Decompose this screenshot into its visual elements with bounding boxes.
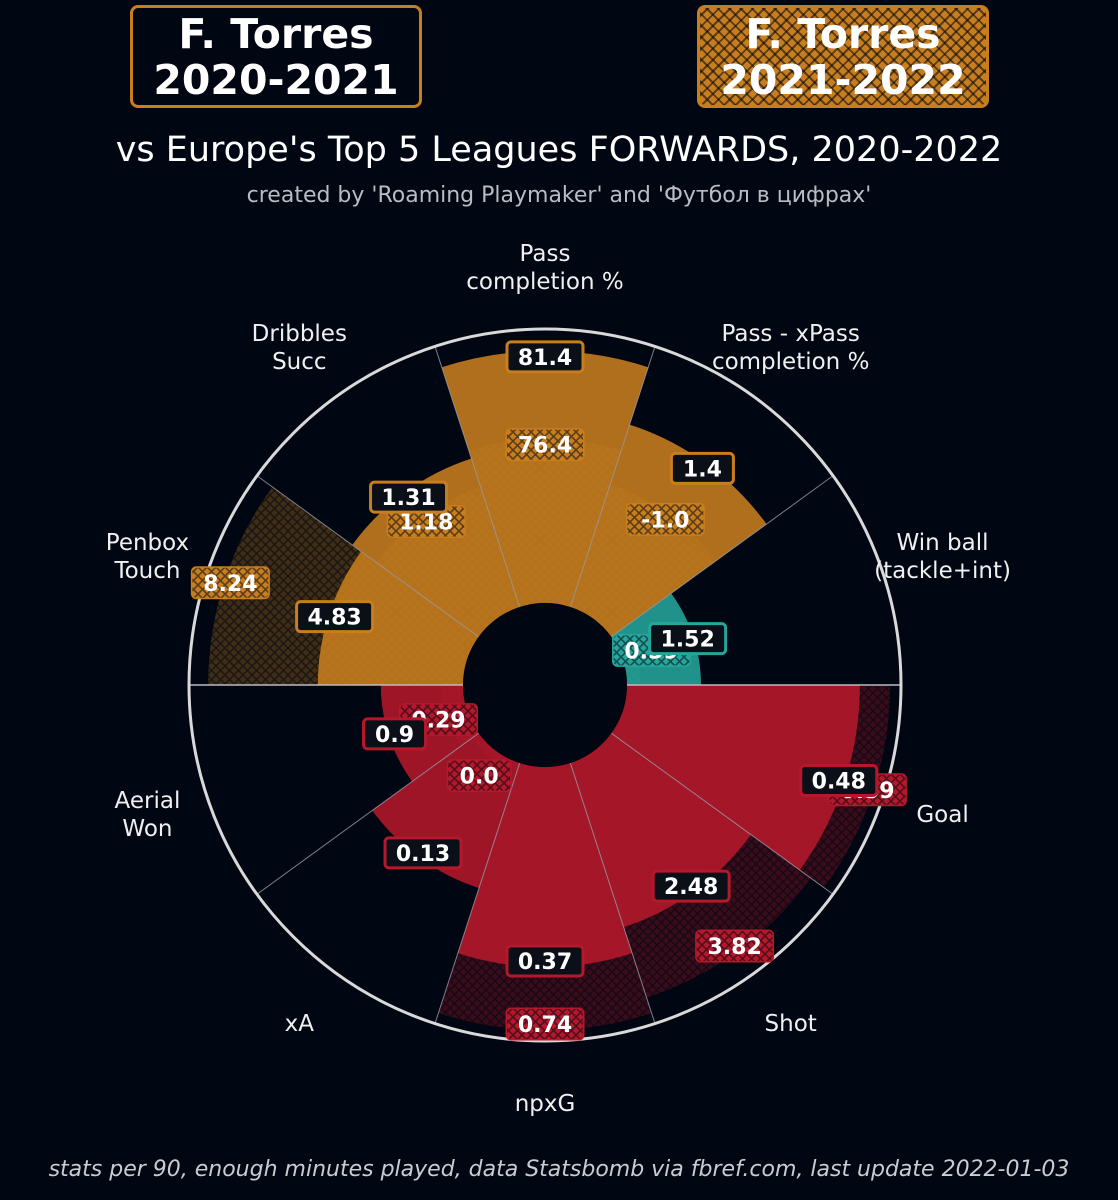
slice-2020-2021-npxg [457,762,633,968]
value-2021-2022-xa: 0.0 [446,759,512,793]
season-box-2020-2021: F. Torres 2020-2021 [130,5,422,108]
value-text: 1.18 [399,511,453,536]
value-box-pattern [696,930,773,961]
separator-line [256,732,479,895]
value-text: 76.4 [518,434,572,459]
value-2020-2021-dribbles-succ: 1.31 [369,480,449,514]
value-box [669,451,735,485]
value-box [651,869,731,903]
chart-footer: stats per 90, enough minutes played, dat… [48,1157,1070,1182]
category-labels: Pass completion % Pass - xPass completion %… [106,241,1011,1117]
value-text: 1.4 [683,457,722,482]
category-label-pass-completion: Pass completion % [466,241,624,295]
slice-2020-2021-pass-completion [441,350,649,608]
value-text: 81.4 [518,346,572,371]
value-text: 1.31 [381,486,435,511]
box-left-name: F. Torres [178,9,374,58]
value-2021-2022-dribbles-succ: 1.18 [386,505,466,539]
value-box [369,480,449,514]
value-2020-2021-pass-xpass-completion: 1.4 [669,451,735,485]
value-2021-2022-shot: 3.82 [695,929,775,963]
value-text: 0.13 [396,842,450,867]
value-labels: 76.481.4-1.01.40.591.520.590.483.822.480… [190,340,907,1041]
box-right-season: 2021-2022 [720,55,966,104]
value-2020-2021-penbox-touch: 4.83 [295,600,375,634]
separator-line [569,346,656,608]
slice-2020-2021-goal [611,685,860,871]
box-left-season: 2020-2021 [153,55,399,104]
value-text: 1.52 [660,628,714,653]
value-2021-2022-penbox-touch: 8.24 [190,566,270,600]
separator-line [434,346,521,608]
category-label-aerial-won: Aerial Won [115,788,181,842]
value-box [505,944,585,978]
center-hole [463,603,627,767]
value-box-pattern [507,429,583,460]
value-box-pattern [448,760,511,791]
chart-credit: created by 'Roaming Playmaker' and 'Футб… [246,183,872,208]
separator-line [569,762,656,1024]
value-text: 0.37 [518,950,572,975]
separator-line [611,475,834,638]
value-2021-2022-pass-xpass-completion: -1.0 [625,502,705,536]
value-text: 2.48 [664,875,718,900]
value-2021-2022-npxg: 0.74 [505,1007,585,1041]
value-text: 4.83 [307,606,361,631]
value-box-pattern [627,504,704,535]
slice-2020-2021-penbox-touch [317,551,479,685]
value-2020-2021-shot: 2.48 [651,869,731,903]
value-box [648,622,728,656]
category-label-xa: xA [285,1011,315,1037]
separator-line [434,762,521,1024]
separator-line [256,475,479,638]
value-2020-2021-npxg: 0.37 [505,944,585,978]
value-text: 0.9 [375,723,414,748]
value-2020-2021-win-ball-tackle-int: 1.52 [648,622,728,656]
pizza-rings [187,327,903,1043]
category-label-win-ball-tackle-int: Win ball (tackle+int) [874,530,1011,584]
category-label-pass-xpass-completion: Pass - xPass completion % [712,321,870,375]
value-text: 0.74 [518,1013,572,1038]
category-label-penbox-touch: Penbox Touch [106,530,189,584]
value-2021-2022-pass-completion: 76.4 [505,428,585,462]
value-text: 3.82 [707,935,761,960]
chart-subtitle: vs Europe's Top 5 Leagues FORWARDS, 2020… [115,130,1003,170]
box-right-name: F. Torres [745,9,941,58]
separator-line [611,732,834,895]
category-label-dribbles-succ: Dribbles Succ [252,321,347,375]
value-text: 8.24 [203,572,257,597]
value-text: -1.0 [641,508,689,533]
value-box [383,836,463,870]
value-box-pattern [388,506,465,537]
value-box [295,600,375,634]
value-text: 0.48 [812,769,866,794]
value-2020-2021-xa: 0.13 [383,836,463,870]
value-box [799,763,879,797]
value-2020-2021-goal: 0.48 [799,763,879,797]
value-box-pattern [507,1009,583,1040]
season-box-2021-2022: F. Torres 2021-2022 [697,5,989,108]
value-box-pattern [192,567,269,598]
value-2020-2021-aerial-won: 0.9 [362,717,428,751]
value-2020-2021-pass-completion: 81.4 [505,340,585,374]
category-label-shot: Shot [765,1011,817,1037]
outer-ring [187,327,903,1043]
value-box [362,717,428,751]
category-label-goal: Goal [916,802,968,828]
value-box [505,340,585,374]
value-text: 0.0 [460,765,499,790]
category-label-npxg: npxG [515,1091,576,1117]
